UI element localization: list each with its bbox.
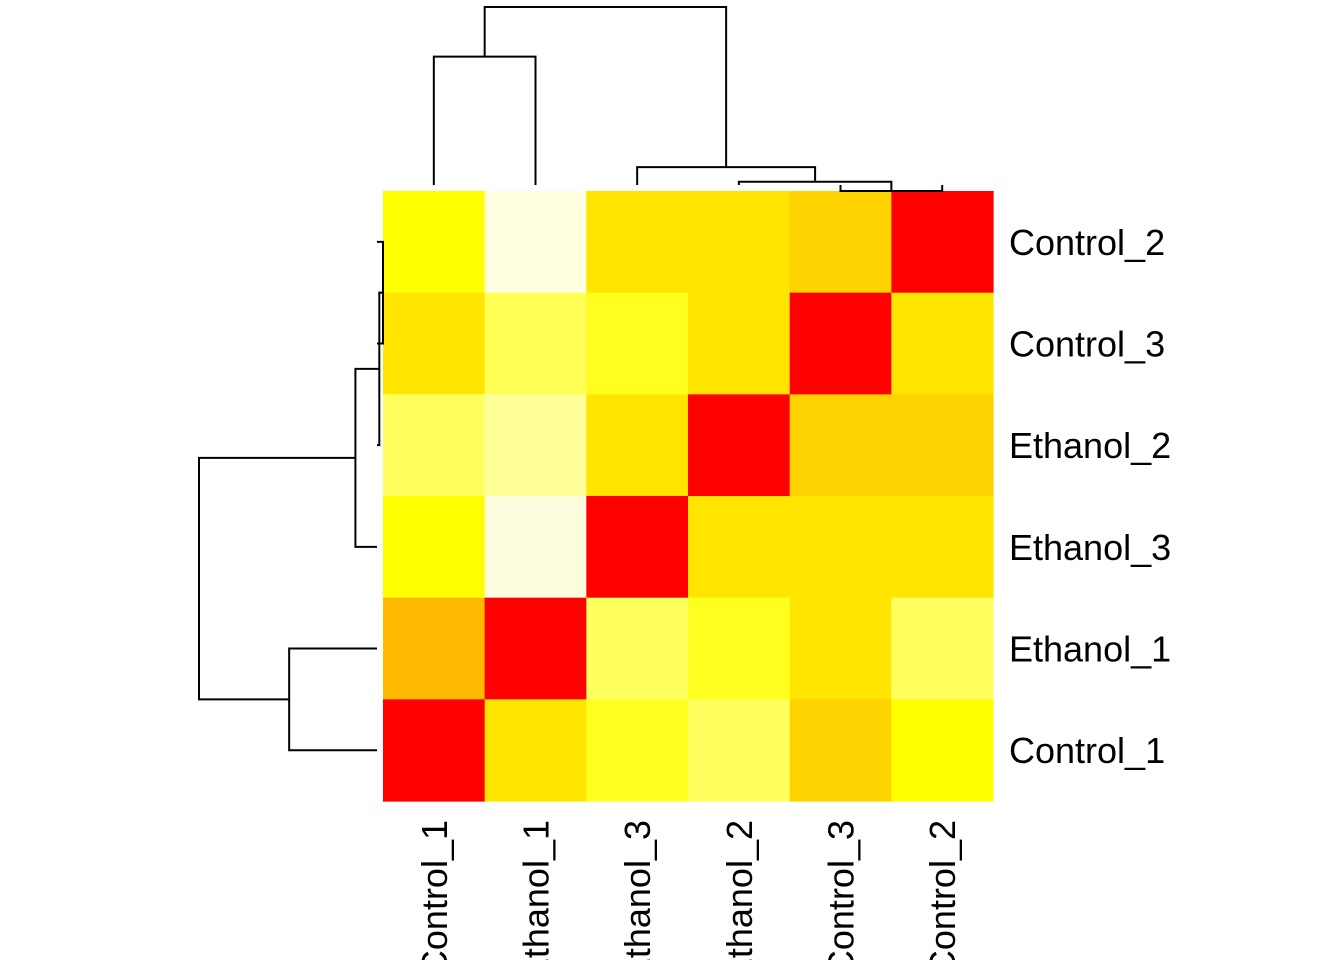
column-label: Ethanol_2 — [719, 820, 760, 960]
heatmap-cell — [586, 191, 689, 294]
heatmap-cell — [383, 496, 486, 599]
heatmap-cell — [688, 394, 791, 497]
heatmap-cell — [789, 292, 892, 395]
dendrogram-branch — [483, 6, 728, 168]
heatmap-cell — [688, 496, 791, 599]
heatmap-cell — [789, 191, 892, 294]
heatmap-cell — [586, 394, 689, 497]
column-labels: Control_1 Ethanol_1 Ethanol_3 Ethanol_2 Cont… — [414, 820, 963, 960]
row-label: Control_3 — [1009, 324, 1165, 365]
heatmap-cell — [586, 292, 689, 395]
heatmap-cell — [891, 191, 994, 294]
heatmap-cell — [383, 597, 486, 700]
dendrogram-branch — [198, 456, 356, 701]
heatmap-cell — [789, 394, 892, 497]
heatmap-cell — [586, 597, 689, 700]
column-label: Ethanol_3 — [617, 820, 658, 960]
row-label: Control_1 — [1009, 730, 1165, 771]
column-label: Control_2 — [922, 820, 963, 960]
heatmap-cell — [586, 699, 689, 802]
heatmap-cell — [484, 394, 587, 497]
column-label: Ethanol_1 — [516, 820, 557, 960]
heatmap-cell — [688, 597, 791, 700]
heatmap-cell — [789, 597, 892, 700]
dendrogram-branch — [288, 647, 377, 752]
heatmap-cell — [789, 496, 892, 599]
heatmap-cell — [891, 496, 994, 599]
heatmap-cell — [484, 292, 587, 395]
heatmap-cell — [383, 191, 486, 294]
row-labels: Control_2 Control_3 Ethanol_2 Ethanol_3 Etha… — [1009, 222, 1171, 771]
dendrogram-branch — [737, 180, 893, 191]
heatmap-cell — [891, 597, 994, 700]
row-label: Ethanol_3 — [1009, 527, 1171, 568]
heatmap-cell — [383, 292, 486, 395]
row-dendrogram — [198, 240, 384, 752]
row-label: Control_2 — [1009, 222, 1165, 263]
row-label: Ethanol_1 — [1009, 629, 1171, 670]
row-label: Ethanol_2 — [1009, 425, 1171, 466]
heatmap-cell — [484, 597, 587, 700]
heatmap-cells — [383, 191, 994, 802]
heatmap-cell — [484, 496, 587, 599]
heatmap-cell — [484, 699, 587, 802]
column-label: Control_3 — [821, 820, 862, 960]
heatmap-cell — [891, 699, 994, 802]
heatmap-cell — [688, 699, 791, 802]
heatmap-cell — [789, 699, 892, 802]
column-label: Control_1 — [414, 820, 455, 960]
heatmap-cell — [891, 394, 994, 497]
heatmap-cell — [891, 292, 994, 395]
heatmap-cell — [383, 394, 486, 497]
heatmap-cell — [484, 191, 587, 294]
heatmap-cell — [688, 292, 791, 395]
column-dendrogram — [432, 6, 944, 192]
heatmap-cell — [383, 699, 486, 802]
dendrogram-branch — [354, 367, 380, 548]
heatmap-cell — [688, 191, 791, 294]
dendrogram-branch — [432, 55, 537, 185]
heatmap-cell — [586, 496, 689, 599]
